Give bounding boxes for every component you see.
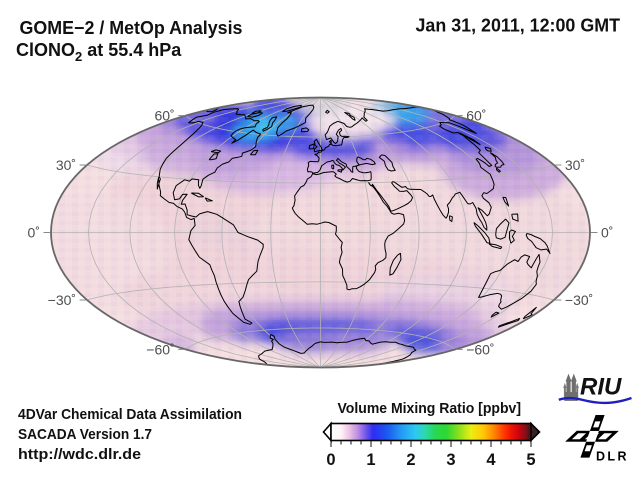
svg-text:0˚: 0˚ — [28, 225, 40, 241]
svg-text:−30˚: −30˚ — [565, 292, 593, 308]
svg-text:3: 3 — [446, 451, 455, 469]
svg-text:RIU: RIU — [580, 374, 622, 401]
svg-text:4: 4 — [486, 451, 496, 469]
svg-text:2: 2 — [406, 451, 415, 469]
svg-text:−30˚: −30˚ — [48, 292, 76, 308]
svg-text:60˚: 60˚ — [466, 108, 486, 124]
svg-text:30˚: 30˚ — [565, 157, 585, 173]
svg-text:−60˚: −60˚ — [146, 341, 174, 357]
svg-text:5: 5 — [526, 451, 535, 469]
svg-text:Volume Mixing Ratio [ppbv]: Volume Mixing Ratio [ppbv] — [338, 400, 522, 417]
svg-text:0: 0 — [326, 451, 335, 469]
svg-text:4DVar Chemical Data Assimilati: 4DVar Chemical Data Assimilation — [18, 406, 242, 423]
svg-text:30˚: 30˚ — [56, 157, 76, 173]
svg-text:60˚: 60˚ — [154, 108, 174, 124]
svg-text:GOME−2 / MetOp Analysis: GOME−2 / MetOp Analysis — [20, 18, 243, 38]
svg-text:SACADA Version 1.7: SACADA Version 1.7 — [18, 426, 152, 443]
svg-text:http://wdc.dlr.de: http://wdc.dlr.de — [18, 446, 141, 463]
svg-text:DLR: DLR — [596, 450, 629, 464]
svg-text:1: 1 — [366, 451, 375, 469]
svg-text:0˚: 0˚ — [601, 225, 613, 241]
svg-text:Jan 31, 2011, 12:00 GMT: Jan 31, 2011, 12:00 GMT — [416, 16, 621, 36]
svg-text:−60˚: −60˚ — [466, 341, 494, 357]
